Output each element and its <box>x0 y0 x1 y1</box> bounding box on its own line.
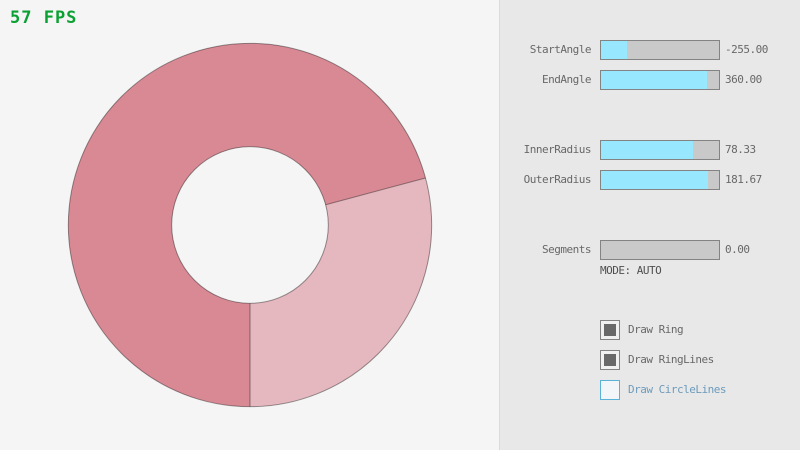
ring-canvas <box>67 42 433 408</box>
slider-row-segments: Segments 0.00 <box>500 240 800 260</box>
innerradius-value: 78.33 <box>725 143 756 156</box>
outerradius-value: 181.67 <box>725 173 762 186</box>
ring-outer-outline <box>67 42 433 408</box>
innerradius-label: InnerRadius <box>523 143 592 156</box>
draw-ringlines-checkbox[interactable] <box>600 350 620 370</box>
slider-row-innerradius: InnerRadius 78.33 <box>500 140 800 160</box>
startangle-slider[interactable] <box>600 40 720 60</box>
innerradius-slider[interactable] <box>600 140 720 160</box>
innerradius-slider-fill <box>601 141 694 159</box>
segments-slider[interactable] <box>600 240 720 260</box>
outerradius-slider[interactable] <box>600 170 720 190</box>
draw-circlelines-label: Draw CircleLines <box>628 383 726 396</box>
segments-mode-text: MODE: AUTO <box>600 264 662 277</box>
checkbox-row-draw-circlelines: Draw CircleLines <box>500 380 800 400</box>
segments-label: Segments <box>542 243 591 256</box>
startangle-value: -255.00 <box>725 43 768 56</box>
draw-ring-checkbox[interactable] <box>600 320 620 340</box>
startangle-slider-fill <box>601 41 627 59</box>
ring-chart <box>67 42 433 408</box>
outerradius-slider-fill <box>601 171 709 189</box>
draw-circlelines-checkbox[interactable] <box>600 380 620 400</box>
ring-inner-outline <box>171 146 329 304</box>
segments-value: 0.00 <box>725 243 750 256</box>
ring-sector-overlap-pass <box>68 43 426 407</box>
fps-counter: 57 FPS <box>10 8 78 28</box>
ring-sector-single-pass <box>250 177 432 407</box>
slider-row-endangle: EndAngle 360.00 <box>500 70 800 90</box>
checkbox-row-draw-ring: Draw Ring <box>500 320 800 340</box>
checkbox-row-draw-ringlines: Draw RingLines <box>500 350 800 370</box>
ring-radial-line-75 <box>325 177 426 206</box>
endangle-slider-fill <box>601 71 708 89</box>
endangle-label: EndAngle <box>542 73 591 86</box>
slider-row-outerradius: OuterRadius 181.67 <box>500 170 800 190</box>
outerradius-label: OuterRadius <box>523 173 592 186</box>
draw-ringlines-label: Draw RingLines <box>628 353 714 366</box>
endangle-value: 360.00 <box>725 73 762 86</box>
endangle-slider[interactable] <box>600 70 720 90</box>
slider-row-startangle: StartAngle -255.00 <box>500 40 800 60</box>
startangle-label: StartAngle <box>529 43 592 56</box>
controls-panel: StartAngle -255.00 EndAngle 360.00 Inner… <box>499 0 800 450</box>
draw-ring-label: Draw Ring <box>628 323 684 336</box>
